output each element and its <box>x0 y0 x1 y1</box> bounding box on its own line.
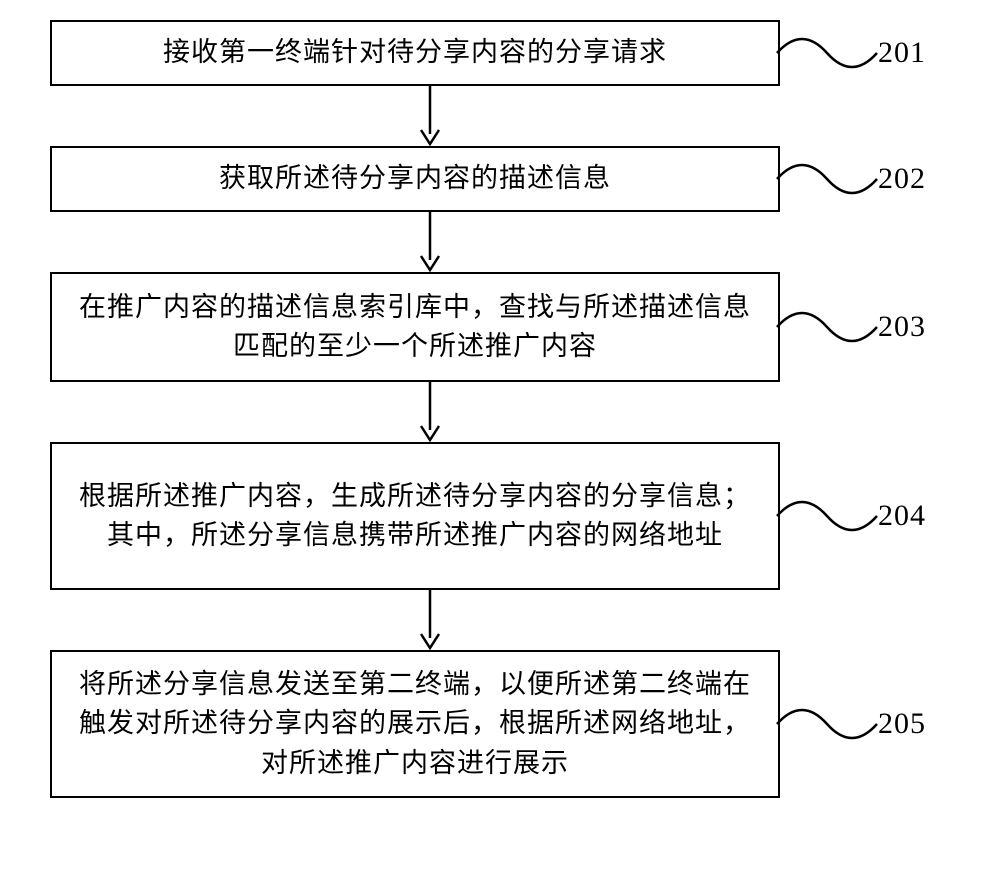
arrow-connector <box>20 86 980 146</box>
flowchart-step-2: 获取所述待分享内容的描述信息 202 <box>20 146 980 212</box>
arrow-connector <box>20 212 980 272</box>
step-text: 获取所述待分享内容的描述信息 <box>219 159 611 198</box>
wave-connector-icon <box>772 700 882 748</box>
arrow-connector <box>20 590 980 650</box>
step-label: 205 <box>878 707 926 741</box>
step-box: 获取所述待分享内容的描述信息 <box>50 146 780 212</box>
step-label: 201 <box>878 36 926 70</box>
flowchart-step-5: 将所述分享信息发送至第二终端，以便所述第二终端在触发对所述待分享内容的展示后，根… <box>20 650 980 798</box>
step-label: 204 <box>878 499 926 533</box>
step-label: 203 <box>878 310 926 344</box>
flowchart-step-1: 接收第一终端针对待分享内容的分享请求 201 <box>20 20 980 86</box>
wave-connector-icon <box>772 303 882 351</box>
arrow-connector <box>20 382 980 442</box>
step-label: 202 <box>878 162 926 196</box>
step-box: 根据所述推广内容，生成所述待分享内容的分享信息；其中，所述分享信息携带所述推广内… <box>50 442 780 590</box>
step-box: 将所述分享信息发送至第二终端，以便所述第二终端在触发对所述待分享内容的展示后，根… <box>50 650 780 798</box>
flowchart-step-4: 根据所述推广内容，生成所述待分享内容的分享信息；其中，所述分享信息携带所述推广内… <box>20 442 980 590</box>
step-text: 将所述分享信息发送至第二终端，以便所述第二终端在触发对所述待分享内容的展示后，根… <box>74 665 756 782</box>
arrow-down-icon <box>415 86 445 151</box>
flowchart-container: 接收第一终端针对待分享内容的分享请求 201 获取所述待分享内容的描述信息 20… <box>20 20 980 798</box>
step-box: 接收第一终端针对待分享内容的分享请求 <box>50 20 780 86</box>
arrow-down-icon <box>415 212 445 277</box>
step-text: 在推广内容的描述信息索引库中，查找与所述描述信息匹配的至少一个所述推广内容 <box>74 288 756 366</box>
arrow-down-icon <box>415 382 445 447</box>
flowchart-step-3: 在推广内容的描述信息索引库中，查找与所述描述信息匹配的至少一个所述推广内容 20… <box>20 272 980 382</box>
step-text: 根据所述推广内容，生成所述待分享内容的分享信息；其中，所述分享信息携带所述推广内… <box>74 477 756 555</box>
wave-connector-icon <box>772 155 882 203</box>
arrow-down-icon <box>415 590 445 655</box>
step-text: 接收第一终端针对待分享内容的分享请求 <box>163 33 667 72</box>
wave-connector-icon <box>772 492 882 540</box>
step-box: 在推广内容的描述信息索引库中，查找与所述描述信息匹配的至少一个所述推广内容 <box>50 272 780 382</box>
wave-connector-icon <box>772 29 882 77</box>
